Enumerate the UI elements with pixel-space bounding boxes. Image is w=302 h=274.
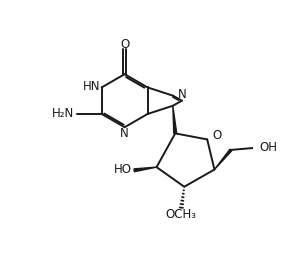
Text: HO: HO [114,164,132,176]
Text: OCH₃: OCH₃ [165,208,196,221]
Text: O: O [120,38,129,50]
Text: O: O [212,129,221,142]
Text: N: N [120,127,129,140]
Polygon shape [134,167,156,172]
Text: H₂N: H₂N [52,107,74,120]
Polygon shape [214,149,232,170]
Text: OH: OH [259,141,277,154]
Text: N: N [178,88,187,101]
Text: HN: HN [83,80,100,93]
Polygon shape [173,106,177,133]
